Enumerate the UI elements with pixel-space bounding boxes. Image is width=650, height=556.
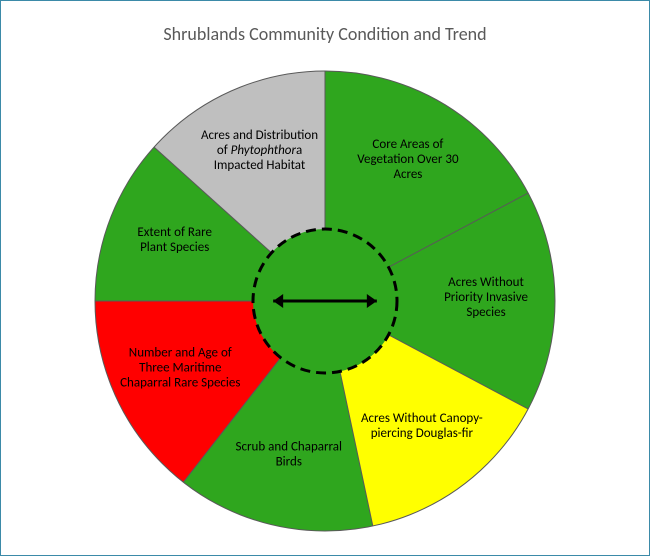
- chart-title: Shrublands Community Condition and Trend: [1, 23, 649, 45]
- label-no-canopy-douglas-fir: Acres Without Canopy-piercing Douglas-fi…: [361, 411, 483, 441]
- condition-pie-chart: Core Areas ofVegetation Over 30AcresAcre…: [91, 67, 559, 535]
- label-phytophthora-habitat: Acres and Distributionof PhytophthoraImp…: [201, 128, 318, 173]
- label-rare-plant-extent: Extent of RarePlant Species: [137, 225, 212, 255]
- chart-frame: Shrublands Community Condition and Trend…: [0, 0, 650, 556]
